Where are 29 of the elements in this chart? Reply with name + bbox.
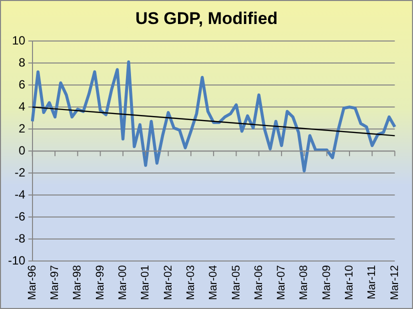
chart-title: US GDP, Modified bbox=[134, 9, 279, 29]
y-tick-label: -2 bbox=[14, 165, 26, 180]
y-tick-label: -10 bbox=[8, 253, 26, 268]
x-tick-label: Mar-97 bbox=[49, 265, 62, 300]
x-tick-label: Mar-05 bbox=[230, 265, 242, 300]
x-tick-label: Mar-02 bbox=[162, 265, 174, 300]
y-tick-label: 6 bbox=[18, 77, 26, 92]
x-tick-label: Mar-00 bbox=[116, 265, 129, 300]
x-tick-label: Mar-11 bbox=[366, 265, 378, 300]
x-tick-label: Mar-01 bbox=[140, 265, 152, 300]
x-tick-label: Mar-98 bbox=[72, 265, 84, 300]
x-tick-label: Mar-10 bbox=[344, 265, 356, 300]
x-tick-label: Mar-04 bbox=[208, 265, 220, 300]
x-tick-label: Mar-99 bbox=[94, 265, 106, 300]
x-tick-label: Mar-06 bbox=[252, 265, 265, 300]
y-tick-label: 4 bbox=[18, 99, 26, 114]
y-tick-label: 2 bbox=[18, 121, 26, 136]
y-tick-label: 8 bbox=[18, 55, 26, 70]
x-tick-label: Mar-09 bbox=[320, 265, 333, 300]
y-tick-label: -8 bbox=[14, 231, 26, 246]
y-tick-label: -4 bbox=[14, 187, 26, 202]
x-tick-label: Mar-07 bbox=[276, 265, 288, 300]
y-tick-label: 10 bbox=[12, 33, 26, 48]
y-tick-label: -6 bbox=[14, 209, 26, 224]
x-tick-label: Mar-08 bbox=[298, 265, 310, 300]
x-tick-label: Mar-03 bbox=[184, 265, 197, 300]
x-tick-label: Mar-12 bbox=[388, 265, 401, 300]
y-tick-label: 0 bbox=[18, 143, 26, 158]
x-tick-label: Mar-96 bbox=[26, 265, 38, 300]
